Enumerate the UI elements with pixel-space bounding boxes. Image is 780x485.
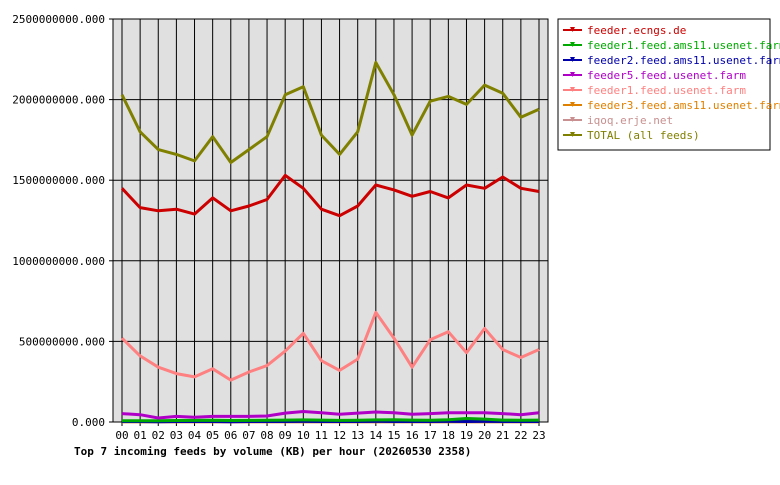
legend-label: feeder3.feed.ams11.usenet.farm — [587, 99, 780, 112]
y-tick-label: 1500000000.000 — [12, 174, 105, 187]
plot-area — [113, 19, 548, 422]
x-tick-label: 15 — [387, 429, 400, 442]
x-tick-label: 00 — [115, 429, 128, 442]
legend-label: feeder2.feed.ams11.usenet.farm — [587, 54, 780, 67]
x-tick-label: 06 — [224, 429, 237, 442]
y-tick-label: 0.000 — [72, 416, 105, 429]
x-tick-label: 09 — [279, 429, 292, 442]
x-tick-label: 18 — [442, 429, 455, 442]
y-tick-label: 2000000000.000 — [12, 94, 105, 107]
chart-title: Top 7 incoming feeds by volume (KB) per … — [74, 445, 471, 458]
x-tick-label: 10 — [297, 429, 310, 442]
legend-label: feeder1.feed.usenet.farm — [587, 84, 746, 97]
x-tick-label: 16 — [405, 429, 418, 442]
y-axis: 0.000 500000000.000 1000000000.000 15000000… — [12, 13, 113, 429]
legend-label: TOTAL (all feeds) — [587, 129, 700, 142]
x-tick-label: 14 — [369, 429, 383, 442]
x-tick-label: 05 — [206, 429, 219, 442]
x-tick-label: 19 — [460, 429, 473, 442]
x-tick-label: 08 — [260, 429, 273, 442]
x-tick-label: 02 — [152, 429, 165, 442]
legend-label: feeder5.feed.usenet.farm — [587, 69, 746, 82]
x-axis: 00 01 02 03 04 05 06 07 08 09 10 11 12 13 14 15 16 17 18 19… — [115, 422, 545, 442]
legend-label: iqoq.erje.net — [587, 114, 673, 127]
x-tick-label: 17 — [424, 429, 437, 442]
legend-label: feeder.ecngs.de — [587, 24, 686, 37]
y-tick-label: 2500000000.000 — [12, 13, 105, 26]
x-tick-label: 23 — [532, 429, 545, 442]
x-tick-label: 01 — [134, 429, 147, 442]
legend: feeder.ecngs.de feeder1.feed.ams11.usenet… — [558, 19, 780, 150]
legend-label: feeder1.feed.ams11.usenet.farm — [587, 39, 780, 52]
y-tick-label: 1000000000.000 — [12, 255, 105, 268]
x-tick-label: 21 — [496, 429, 509, 442]
x-tick-label: 11 — [315, 429, 328, 442]
x-tick-label: 03 — [170, 429, 183, 442]
x-tick-label: 22 — [514, 429, 527, 442]
y-tick-label: 500000000.000 — [19, 335, 105, 348]
x-tick-label: 04 — [188, 429, 202, 442]
x-tick-label: 07 — [242, 429, 255, 442]
x-tick-label: 13 — [351, 429, 364, 442]
x-tick-label: 20 — [478, 429, 491, 442]
x-tick-label: 12 — [333, 429, 346, 442]
